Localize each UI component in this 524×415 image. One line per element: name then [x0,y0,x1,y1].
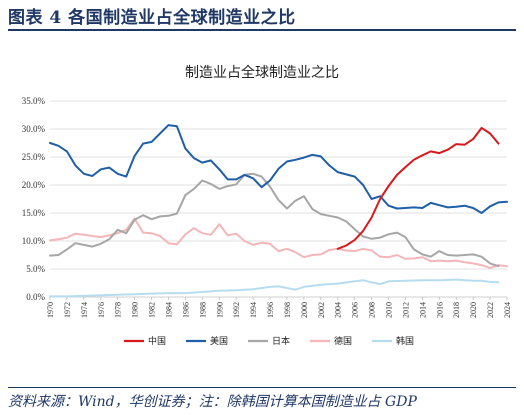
figure-header: 图表 4 各国制造业占全球制造业之比 [0,0,524,33]
y-axis: 0.0% 5.0% 10.0% 15.0% 20.0% 25.0% 30.0% 35.0% [22,96,46,302]
legend: 中国 美国 日本 德国 韩国 [124,335,414,347]
series-line [49,124,508,214]
x-tick-label: 1990 [215,302,224,318]
x-tick-label: 2010 [385,302,394,318]
y-tick-label: 30.0% [22,124,46,134]
legend-label: 中国 [148,335,166,347]
y-tick-label: 20.0% [22,180,46,190]
x-tick-label: 2012 [401,302,410,318]
series-line [49,217,508,269]
x-tick-label: 1994 [249,302,258,318]
y-tick-label: 10.0% [22,236,46,246]
series-line [336,126,500,250]
x-tick-label: 1996 [266,302,275,318]
x-tick-label: 1970 [46,302,55,318]
x-tick-label: 1998 [283,302,292,318]
x-tick-label: 2020 [469,302,478,318]
x-tick-label: 2006 [351,302,360,318]
line-chart: 制造业占全球制造业之比 0.0% 5.0% 10.0% 15.0% 20.0% 25.0%… [22,64,512,347]
header-rule [8,29,516,31]
x-tick-label: 2002 [317,302,326,318]
series-line [49,172,500,268]
x-tick-label: 2022 [486,302,495,318]
y-tick-label: 0.0% [26,292,45,302]
plot-area [49,124,508,298]
x-tick-label: 1982 [148,302,157,318]
x-tick-label: 1974 [80,302,89,318]
x-tick-label: 1976 [97,302,106,318]
x-tick-label: 2008 [368,302,377,318]
y-tick-label: 15.0% [22,208,46,218]
x-tick-label: 1978 [114,302,123,318]
legend-label: 德国 [334,335,352,347]
x-tick-label: 2004 [334,302,343,318]
legend-label: 美国 [210,335,228,347]
x-tick-label: 2018 [452,302,461,318]
x-tick-label: 1988 [198,302,207,318]
y-tick-label: 5.0% [26,264,45,274]
chart-title: 制造业占全球制造业之比 [185,64,339,81]
x-tick-label: 2016 [435,302,444,318]
y-tick-label: 35.0% [22,96,46,106]
x-tick-label: 1992 [232,302,241,318]
gridlines [50,100,507,298]
x-tick-label: 2024 [503,302,512,318]
legend-label: 日本 [272,335,290,347]
x-tick-label: 1980 [131,302,140,318]
x-tick-label: 1972 [63,302,72,318]
x-tick-label: 1986 [181,302,190,318]
y-tick-label: 25.0% [22,152,46,162]
x-tick-label: 1984 [164,302,173,318]
x-tick-label: 2000 [300,302,309,318]
footer-rule [8,387,516,388]
legend-label: 韩国 [396,335,414,347]
x-tick-label: 2014 [418,302,427,318]
x-axis: 1970 1972 1974 1976 1978 1980 1982 1984 1986 1988… [46,297,512,318]
series-line [49,278,500,298]
source-note: 资料来源：Wind，华创证券；注：除韩国计算本国制造业占 GDP [8,394,417,410]
figure-title: 图表 4 各国制造业占全球制造业之比 [8,8,296,28]
